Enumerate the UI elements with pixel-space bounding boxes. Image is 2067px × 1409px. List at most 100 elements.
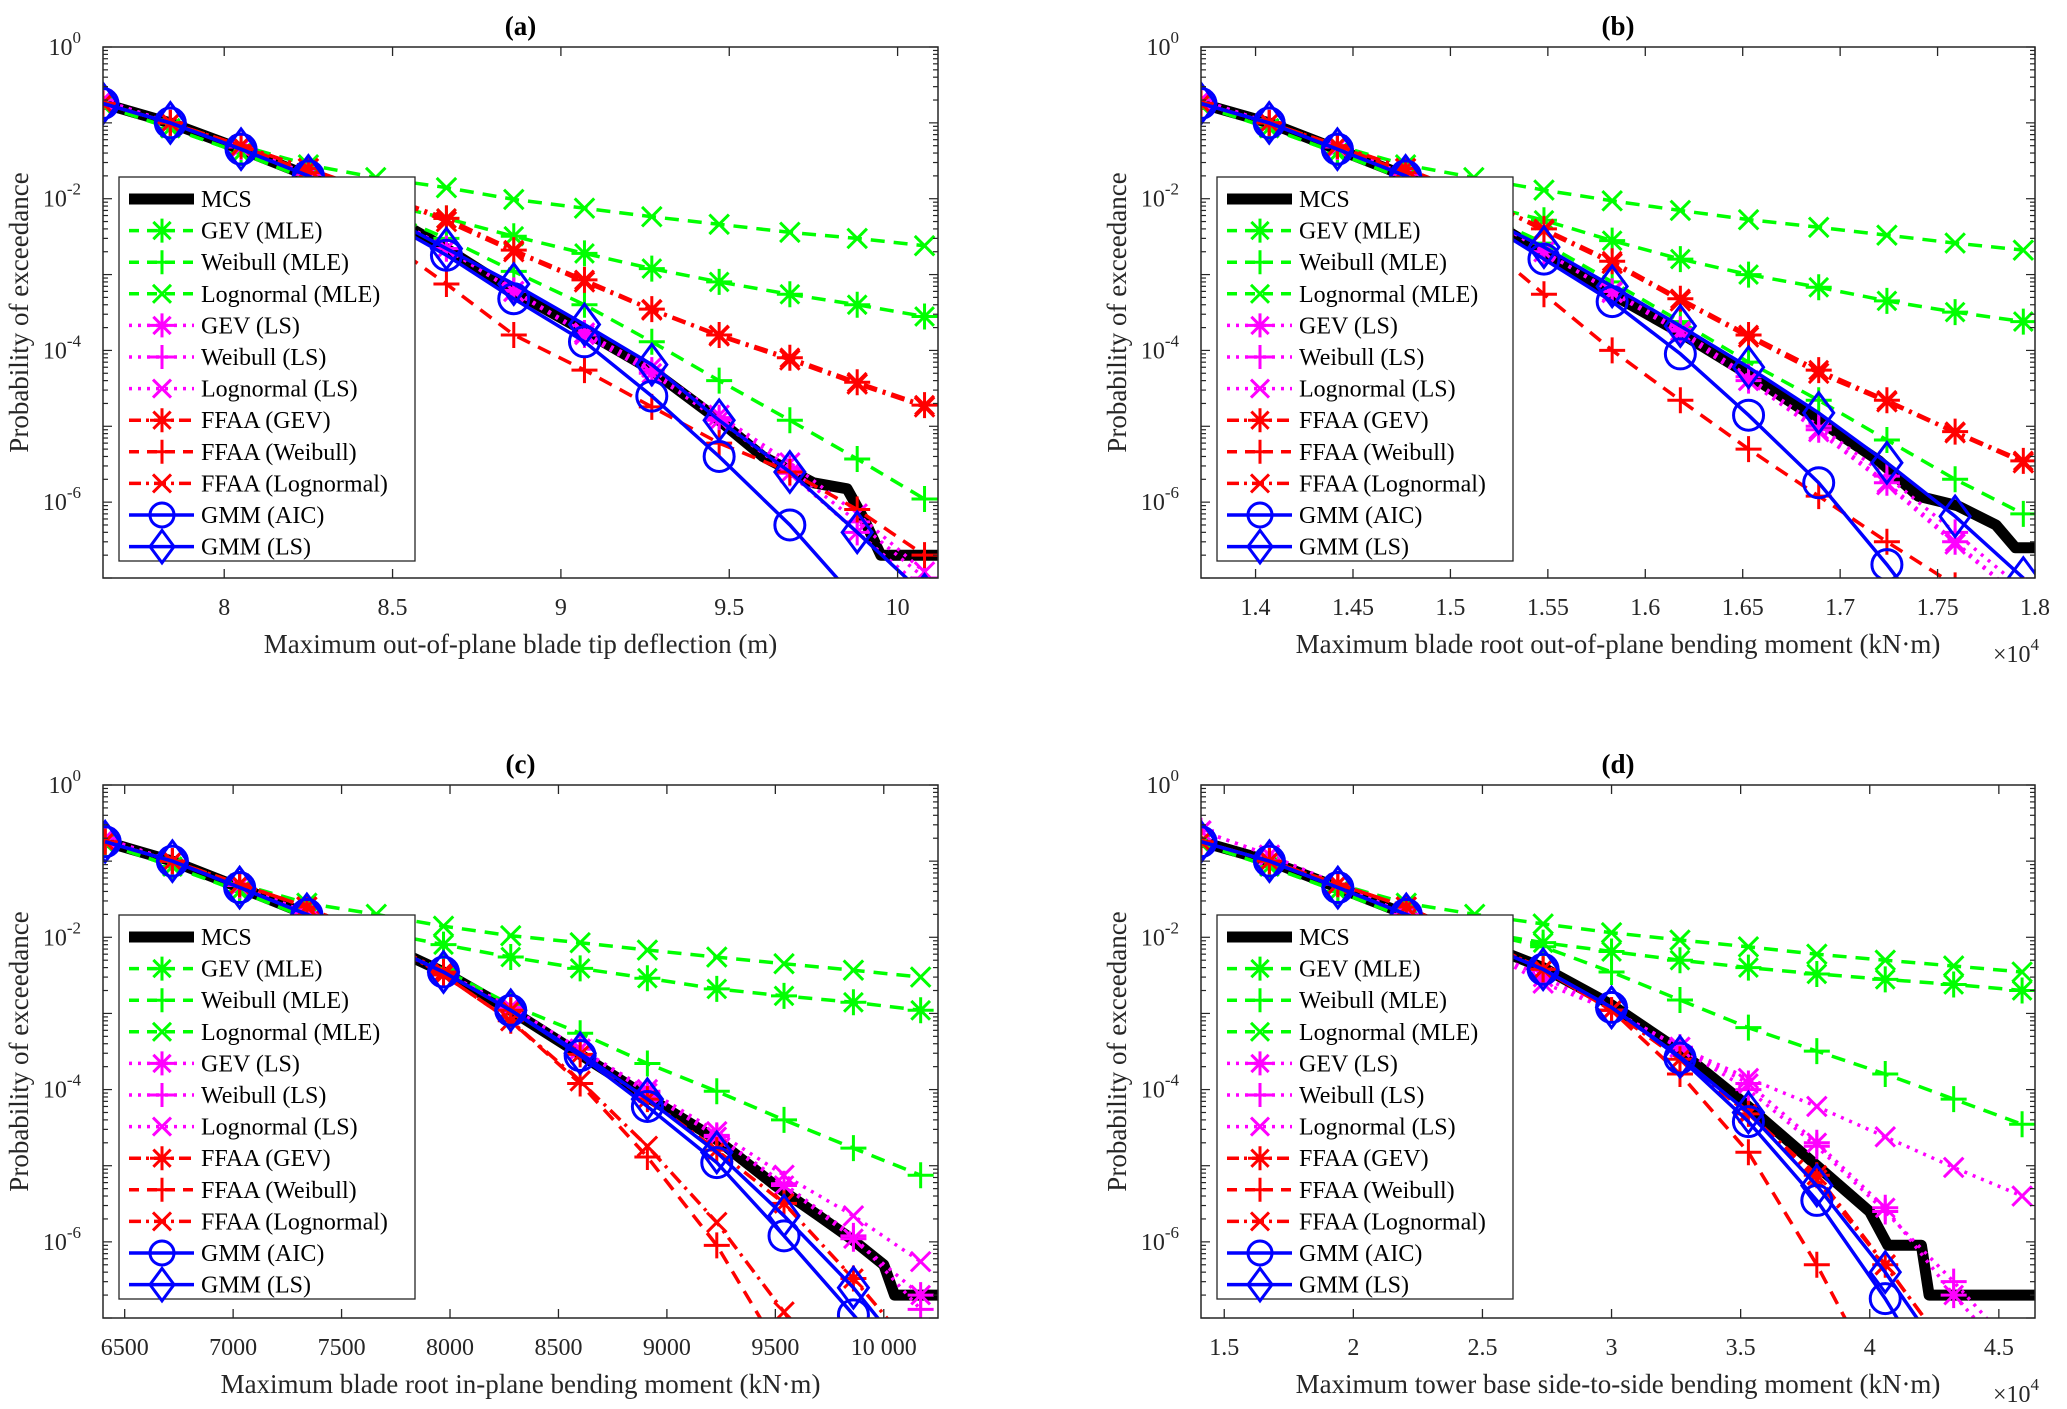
data-point-marker <box>569 1070 591 1092</box>
data-point-marker <box>767 1219 801 1253</box>
x-tick-label: 9.5 <box>714 595 744 621</box>
series-line-gmm-ls <box>104 840 881 1318</box>
data-point-marker <box>1801 390 1836 436</box>
data-point-marker <box>1870 548 1904 578</box>
legend-label: Lognormal (LS) <box>1299 1115 1456 1141</box>
legend-label: FFAA (Lognormal) <box>1299 471 1486 497</box>
legend-marker-plus-icon <box>1248 345 1272 369</box>
legend-label: GEV (MLE) <box>1299 957 1421 983</box>
y-tick-label: 10-4 <box>1141 331 1180 364</box>
data-point-marker <box>771 1190 798 1217</box>
series-group <box>103 818 938 1318</box>
x-tick-label: 9500 <box>751 1335 799 1361</box>
data-point-marker <box>638 328 665 355</box>
data-point-marker <box>2011 961 2033 983</box>
legend-item-lognormal-ls: Lognormal (LS) <box>129 377 358 403</box>
x-tick-label: 8.5 <box>378 595 408 621</box>
legend-label: FFAA (GEV) <box>201 408 331 434</box>
x-tick-label: 4 <box>1864 1335 1876 1361</box>
data-point-marker <box>1599 337 1626 364</box>
x-tick-label: 1.65 <box>1722 595 1764 621</box>
data-point-marker <box>767 1193 801 1239</box>
legend-marker-asterisk-icon <box>150 313 174 338</box>
panel-title: (a) <box>505 11 536 41</box>
legend-marker-x-icon <box>1249 1021 1271 1042</box>
legend-item-gev-mle: GEV (MLE) <box>1227 218 1421 245</box>
x-tick-label: 1.5 <box>1209 1335 1239 1361</box>
data-point-marker <box>2006 555 2035 578</box>
legend-marker-asterisk-icon <box>1248 1146 1272 1171</box>
legend-item-weibull-ls: Weibull (LS) <box>1227 1083 1424 1109</box>
axes-frame <box>102 46 939 579</box>
legend-item-mcs: MCS <box>129 187 252 213</box>
legend-item-gev-ls: GEV (LS) <box>1227 1051 1398 1077</box>
data-point-marker <box>703 1232 730 1259</box>
data-point-marker <box>1320 126 1355 172</box>
panel-b: 1.4 1.45 1.5 1.55 1.6 1.65 1.7 1.75 1.8 100 10-2 10… <box>1102 11 2050 668</box>
data-point-marker <box>1944 533 1966 555</box>
x-tick-label: 7000 <box>209 1335 257 1361</box>
legend-item-gmm-ls: GMM (LS) <box>129 1265 311 1304</box>
data-point-marker <box>1872 1198 1899 1225</box>
data-point-marker <box>1530 281 1557 308</box>
legend-marker-circle-icon <box>1246 1239 1274 1267</box>
x-tick-label: 1.55 <box>1527 595 1569 621</box>
legend-item-ffaa-gev: FFAA (GEV) <box>129 408 331 434</box>
y-tick-label: 100 <box>1147 28 1180 61</box>
data-point-marker <box>1731 1105 1765 1139</box>
data-point-marker <box>635 379 669 413</box>
data-point-marker <box>911 565 938 578</box>
data-point-marker <box>1735 954 1762 981</box>
data-point-marker <box>844 496 871 523</box>
data-point-marker <box>1799 1162 1834 1209</box>
data-point-marker <box>1735 436 1762 463</box>
legend-label: Weibull (LS) <box>1299 345 1424 371</box>
x-tick-label: 8 <box>218 595 230 621</box>
legend-marker-x-icon <box>1249 378 1271 399</box>
y-tick-label: 10-4 <box>1141 1071 1180 1104</box>
legend-label: Lognormal (LS) <box>1299 377 1456 403</box>
legend: MCS GEV (MLE) Weibull (MLE) Lognormal (MLE)… <box>1216 914 1514 1304</box>
data-point-marker <box>103 87 116 114</box>
x-axis-label: Maximum out-of-plane blade tip deflectio… <box>264 629 778 659</box>
data-point-marker <box>630 1076 665 1122</box>
data-point-marker <box>500 223 527 250</box>
legend-label: GMM (AIC) <box>201 503 324 529</box>
legend-label: Weibull (MLE) <box>1299 250 1447 276</box>
data-point-marker <box>1802 466 1836 500</box>
data-point-marker <box>1737 1067 1760 1090</box>
legend-item-mcs: MCS <box>1227 925 1350 951</box>
data-point-marker <box>1735 1014 1762 1041</box>
data-point-marker <box>706 404 733 431</box>
data-point-marker <box>700 1146 734 1180</box>
legend-label: GEV (MLE) <box>201 219 323 245</box>
data-point-marker <box>426 949 461 995</box>
data-point-marker <box>776 281 803 308</box>
legend-item-mcs: MCS <box>1227 187 1350 213</box>
legend-label: FFAA (Weibull) <box>1299 1178 1455 1204</box>
legend-item-gev-ls: GEV (LS) <box>1227 313 1398 339</box>
data-point-marker <box>1807 216 1830 239</box>
data-point-marker <box>708 213 730 236</box>
data-point-marker <box>1873 426 1900 453</box>
data-point-marker <box>703 975 730 1002</box>
legend-item-ffaa-weibull: FFAA (Weibull) <box>1227 1177 1455 1204</box>
data-point-marker <box>842 1204 865 1227</box>
legend-box <box>118 914 416 1300</box>
legend-marker-plus-icon <box>1248 250 1272 275</box>
legend-item-ffaa-gev: FFAA (GEV) <box>1227 408 1429 434</box>
data-point-marker <box>840 509 875 556</box>
data-point-marker <box>432 915 455 937</box>
legend-item-gev-mle: GEV (MLE) <box>129 218 323 245</box>
legend-item-gev-ls: GEV (LS) <box>129 313 300 339</box>
data-point-marker <box>153 100 188 146</box>
data-point-marker <box>840 1222 867 1249</box>
data-point-marker <box>1667 387 1694 414</box>
data-point-marker <box>1601 252 1623 275</box>
x-tick-label: 3 <box>1606 1335 1618 1361</box>
data-point-marker <box>1201 90 1214 117</box>
data-point-marker <box>907 1162 934 1189</box>
data-point-marker <box>844 446 871 473</box>
data-point-marker <box>103 80 120 127</box>
legend-marker-asterisk-icon <box>150 408 174 433</box>
